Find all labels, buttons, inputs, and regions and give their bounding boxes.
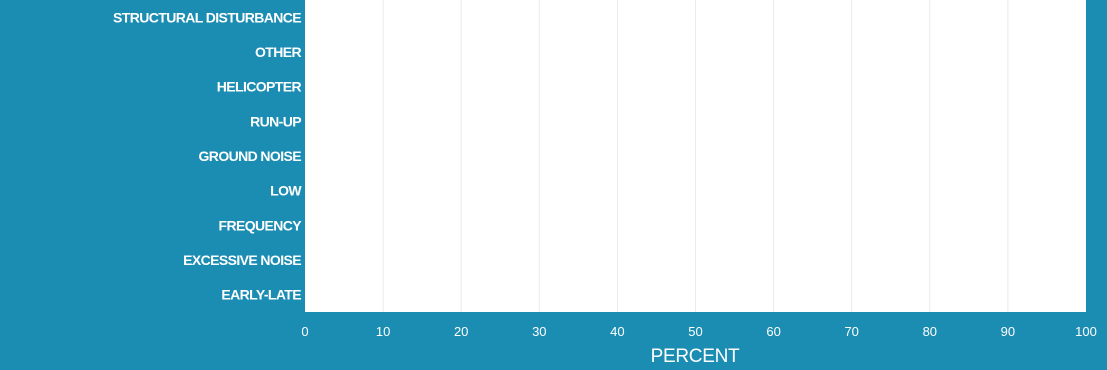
category-labels: STRUCTURAL DISTURBANCE OTHER HELICOPTER RUN… [113, 9, 303, 303]
x-tick-label: 10 [376, 324, 390, 339]
grid-lines [382, 0, 1009, 312]
x-tick-label: 60 [766, 324, 780, 339]
x-tick-label: 40 [610, 324, 624, 339]
x-tick-label: 80 [923, 324, 937, 339]
x-axis-title: PERCENT [651, 346, 740, 367]
x-tick-label: 50 [688, 324, 702, 339]
category-label: FREQUENCY [219, 217, 303, 233]
x-tick-label: 70 [844, 324, 858, 339]
category-label: HELICOPTER [217, 79, 302, 95]
x-tick-label: 20 [454, 324, 468, 339]
category-label: LOW [270, 183, 302, 199]
category-label: EXCESSIVE NOISE [183, 252, 301, 268]
category-label: RUN-UP [250, 113, 301, 129]
category-label: GROUND NOISE [199, 148, 302, 164]
x-tick-label: 90 [1001, 324, 1015, 339]
x-tick-label: 30 [532, 324, 546, 339]
category-label: OTHER [255, 44, 301, 60]
x-axis-ticks: 0 10 20 30 40 50 60 70 80 90 100 [301, 324, 1096, 339]
x-tick-label: 0 [301, 324, 308, 339]
category-label: EARLY-LATE [221, 287, 301, 303]
x-tick-label: 100 [1075, 324, 1097, 339]
category-label: STRUCTURAL DISTURBANCE [113, 9, 301, 25]
